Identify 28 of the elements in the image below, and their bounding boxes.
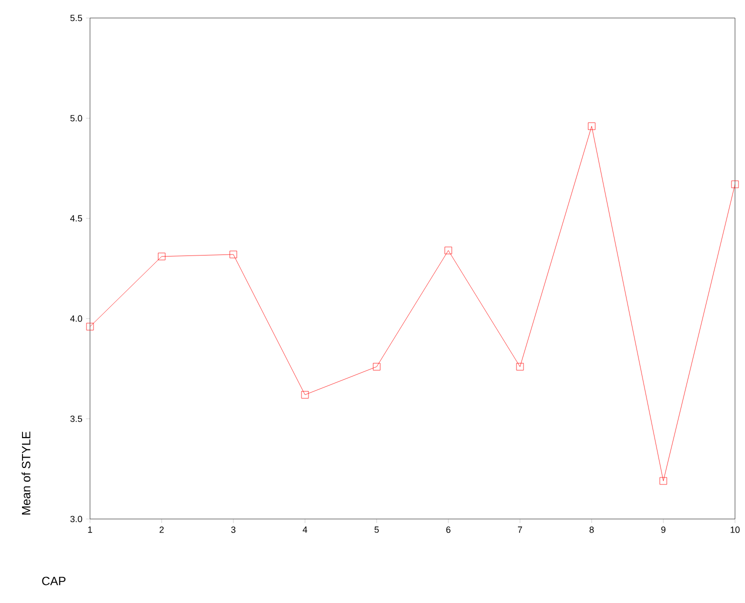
point (86, 322, 94, 330)
point (230, 250, 238, 258)
x-tick-label: 9 (661, 526, 666, 533)
x-tick-label: 2 (160, 526, 164, 533)
y-tick-label: 3.0 (70, 516, 82, 522)
x-tick-label: 4 (302, 526, 308, 533)
point (588, 122, 596, 130)
x-tick-label: 7 (518, 526, 522, 533)
point (516, 362, 524, 370)
y-tick-label: 5.0 (70, 115, 82, 122)
y-tick-label: 4.0 (70, 315, 82, 322)
y-tick-label: 4.5 (70, 215, 82, 222)
y-tick-label: 5.5 (70, 14, 82, 22)
point (660, 477, 668, 485)
point (444, 246, 452, 254)
point (301, 391, 309, 398)
x-tick-label: 8 (590, 526, 594, 533)
x-tick-label: 5 (374, 526, 379, 533)
y-axis-title: Mean of STYLE (22, 432, 30, 514)
x-tick-label: 3 (231, 526, 236, 533)
point (731, 180, 739, 188)
x-axis-title: CAP (42, 576, 66, 586)
x-tick-label: 1 (88, 526, 92, 533)
point (158, 252, 166, 260)
x-tick-label: 10 (730, 526, 740, 533)
x-tick-label: 6 (446, 526, 450, 533)
y-tick-label: 3.5 (70, 416, 82, 422)
point (372, 362, 380, 370)
